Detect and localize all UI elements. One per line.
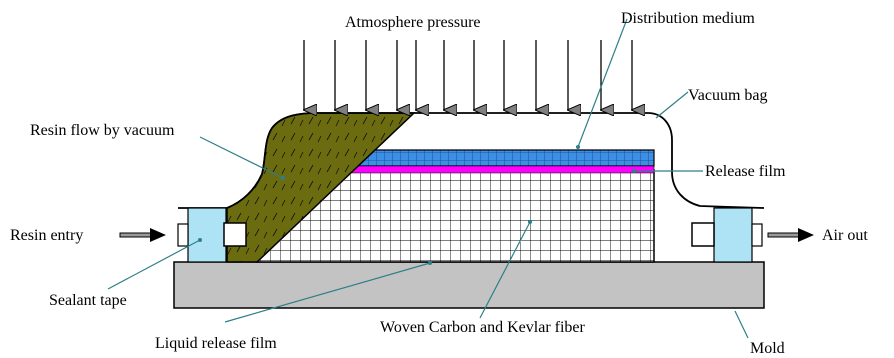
label-liquid-release-film: Liquid release film bbox=[155, 335, 277, 352]
label-resin-entry: Resin entry bbox=[10, 227, 83, 244]
label-air-out: Air out bbox=[822, 227, 868, 244]
resin-entry-arrow bbox=[119, 228, 166, 242]
vacuum-bag bbox=[178, 112, 765, 209]
label-vacuum-bag: Vacuum bag bbox=[688, 87, 768, 104]
sealant-tape-right bbox=[713, 207, 753, 263]
resin-inlet-port bbox=[177, 223, 189, 247]
air-outlet-channel bbox=[691, 222, 715, 247]
label-distribution-medium: Distribution medium bbox=[621, 10, 755, 27]
label-release-film: Release film bbox=[705, 163, 786, 180]
label-atmosphere-pressure: Atmosphere pressure bbox=[345, 14, 481, 31]
air-outlet-port bbox=[751, 223, 763, 247]
label-mold: Mold bbox=[750, 340, 785, 357]
release-film-layer bbox=[349, 165, 655, 174]
label-sealant-tape: Sealant tape bbox=[49, 292, 127, 309]
label-woven-fiber: Woven Carbon and Kevlar fiber bbox=[380, 319, 586, 336]
sealant-tape-left bbox=[187, 207, 227, 263]
air-out-arrow bbox=[767, 228, 814, 242]
leader-lines bbox=[107, 18, 749, 339]
label-resin-flow: Resin flow by vacuum bbox=[30, 122, 175, 139]
mold bbox=[173, 261, 765, 309]
resin-inlet-channel bbox=[223, 222, 247, 247]
atmosphere-pressure-arrows bbox=[304, 40, 632, 110]
distribution-medium-layer bbox=[354, 149, 655, 167]
